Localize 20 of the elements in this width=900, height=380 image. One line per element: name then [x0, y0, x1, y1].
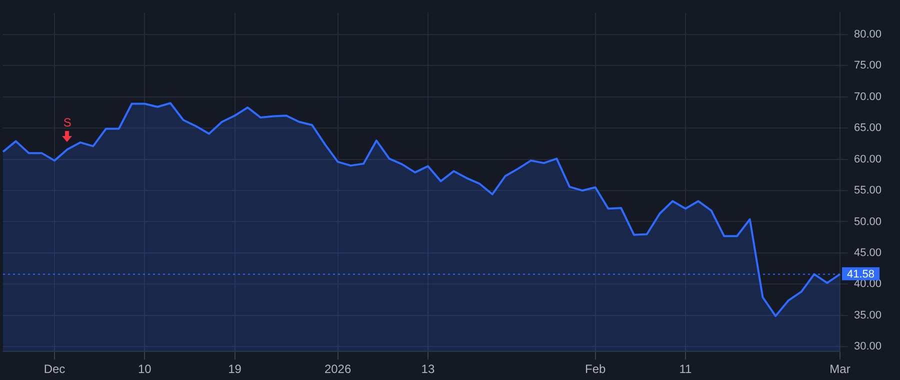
y-tick-label: 65.00 [854, 122, 882, 134]
ref-line-label: 41.58 [847, 268, 875, 280]
y-tick-label: 75.00 [854, 60, 882, 72]
annotation: S [63, 116, 72, 130]
y-tick-label: 70.00 [854, 90, 882, 103]
x-tick-label: 10 [138, 362, 152, 376]
y-tick-label: 60.00 [854, 153, 882, 166]
y-tick-label: 50.00 [854, 216, 882, 228]
x-tick-label: 11 [679, 362, 692, 376]
y-tick-label: 30.00 [854, 340, 882, 353]
y-tick-label: 35.00 [854, 309, 882, 322]
x-tick-label: Dec [44, 362, 66, 376]
y-tick-label: 55.00 [854, 184, 882, 197]
x-tick-label: 2026 [324, 362, 352, 376]
y-tick-label: 80.00 [854, 28, 882, 40]
x-tick-label: Feb [584, 362, 606, 376]
x-tick-label: 13 [421, 362, 435, 376]
x-tick-label: 19 [228, 362, 242, 376]
y-tick-label: 45.00 [854, 246, 882, 259]
x-tick-label: Mar [830, 362, 850, 376]
